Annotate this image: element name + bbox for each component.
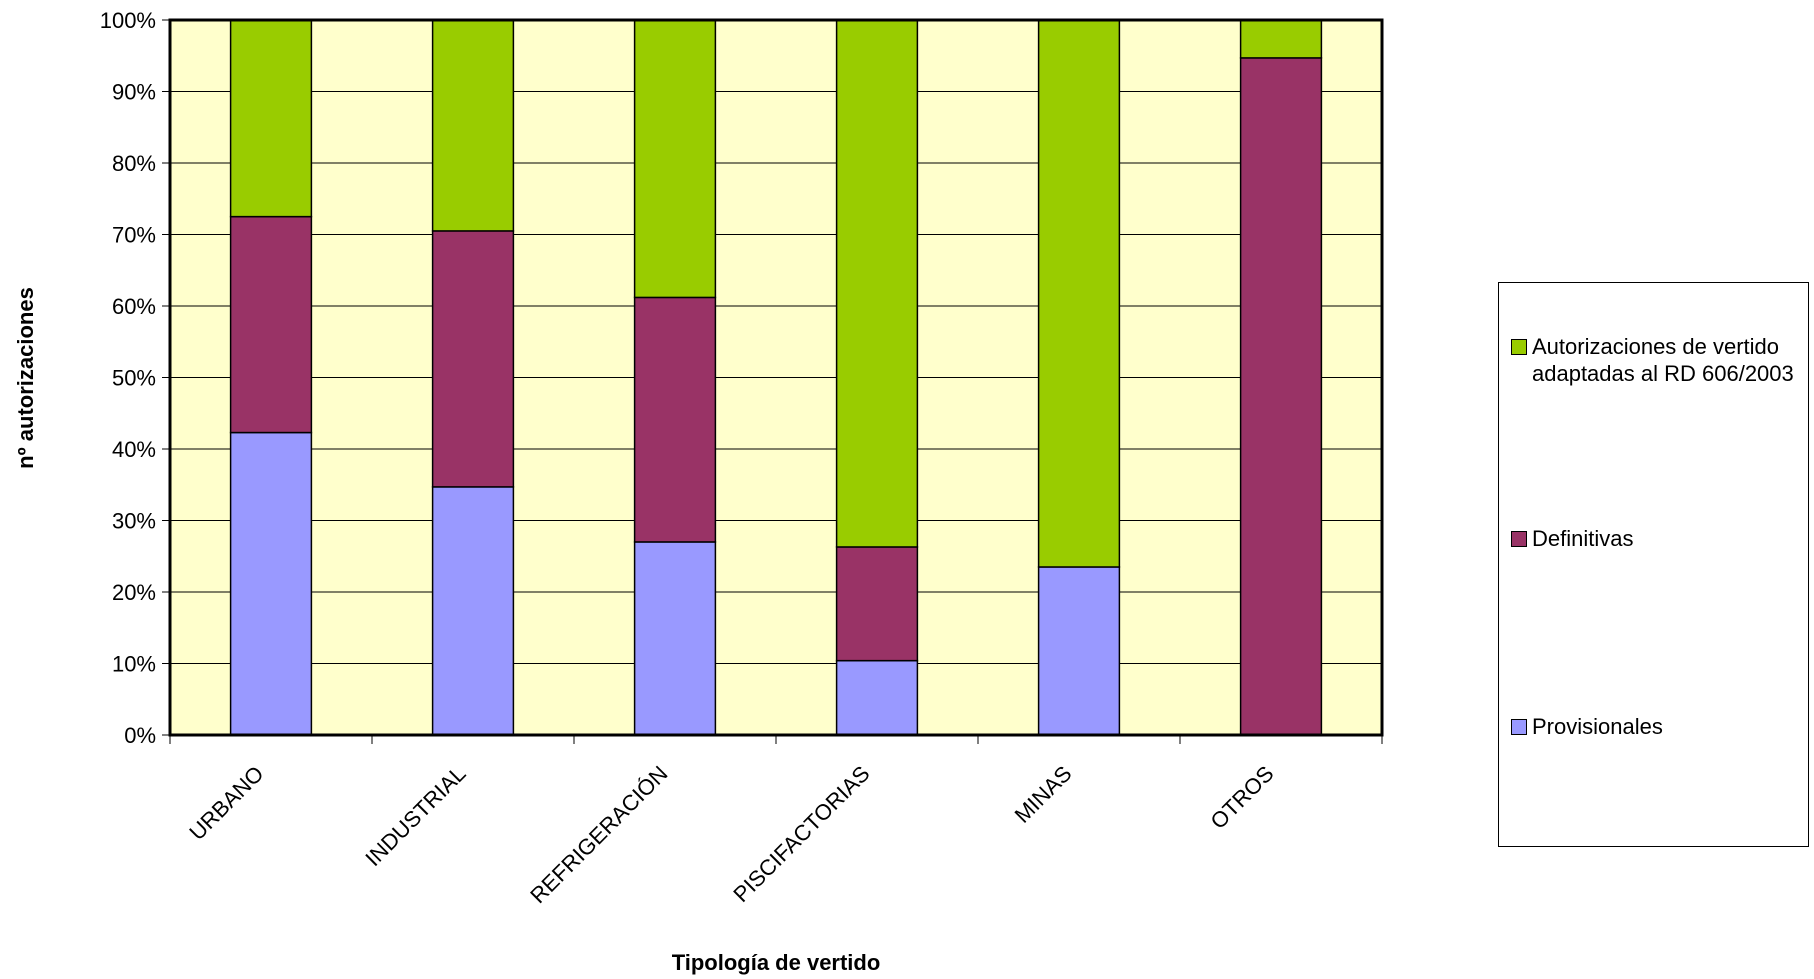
y-tick-label: 80% (112, 151, 156, 176)
y-tick-label: 90% (112, 80, 156, 105)
x-tick-label: REFRIGERACIÓN (525, 761, 672, 908)
bar-segment (633, 19, 717, 299)
legend-swatch-provisionales (1511, 719, 1527, 735)
y-tick-label: 20% (112, 580, 156, 605)
bar-segment (229, 215, 313, 434)
bars-group (229, 19, 1323, 736)
legend-item-autorizaciones: Autorizaciones de vertido adaptadas al R… (1511, 333, 1802, 387)
bar-segment (1037, 566, 1121, 736)
bar-segment (835, 19, 919, 548)
legend-label-autorizaciones: Autorizaciones de vertido adaptadas al R… (1532, 334, 1794, 386)
gridlines (170, 91, 1382, 664)
y-tick-label: 40% (112, 437, 156, 462)
bar-segment (431, 19, 515, 232)
legend-label-provisionales: Provisionales (1532, 714, 1663, 739)
y-axis-title: nº autorizaciones (13, 287, 38, 469)
bar-segment (431, 230, 515, 488)
y-tick-label: 10% (112, 652, 156, 677)
bar-segment (431, 486, 515, 736)
y-tick-label: 50% (112, 366, 156, 391)
y-axis-ticks: 0% 10% 20% 30% 40% 50% 60% 70% 80% 90% 100% (100, 8, 170, 748)
bar-segment (229, 431, 313, 736)
x-axis-ticks: URBANO INDUSTRIAL REFRIGERACIÓN PISCIFACTOR… (169, 735, 1383, 908)
x-tick-label: OTROS (1206, 761, 1279, 834)
legend-item-definitivas: Definitivas (1511, 525, 1802, 552)
x-tick-label: MINAS (1010, 761, 1077, 828)
x-axis-title: Tipología de vertido (672, 950, 881, 975)
y-tick-label: 0% (124, 723, 156, 748)
bar-segment (1239, 57, 1323, 736)
bar-segment (835, 659, 919, 736)
bar-segment (229, 19, 313, 218)
bar-segment (633, 296, 717, 543)
legend-swatch-autorizaciones (1511, 339, 1527, 355)
bar-segment (1037, 19, 1121, 568)
x-tick-label: URBANO (184, 761, 268, 845)
x-tick-label: INDUSTRIAL (360, 761, 470, 871)
bar-segment (835, 546, 919, 662)
legend: Autorizaciones de vertido adaptadas al R… (1498, 282, 1809, 847)
y-tick-label: 100% (100, 8, 156, 33)
bar-segment (633, 541, 717, 736)
y-tick-label: 30% (112, 509, 156, 534)
y-tick-label: 70% (112, 223, 156, 248)
bar-segment (1239, 19, 1323, 59)
x-tick-label: PISCIFACTORIAS (728, 761, 874, 907)
y-tick-label: 60% (112, 294, 156, 319)
legend-label-definitivas: Definitivas (1532, 526, 1634, 551)
legend-swatch-definitivas (1511, 531, 1527, 547)
legend-item-provisionales: Provisionales (1511, 713, 1802, 740)
